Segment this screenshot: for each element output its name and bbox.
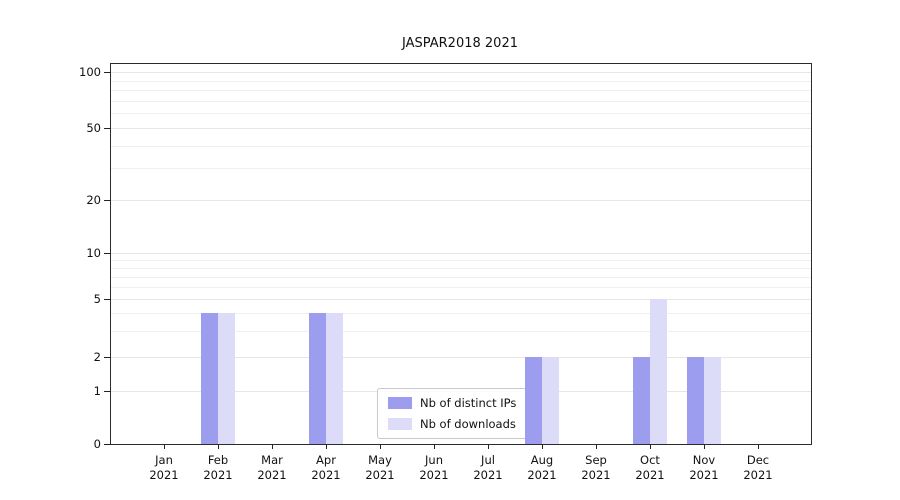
bar — [633, 357, 650, 444]
x-tick-mark — [218, 444, 219, 449]
y-tick-label: 10 — [86, 246, 101, 260]
bar — [650, 299, 667, 444]
bar — [525, 357, 542, 444]
bar — [201, 313, 218, 444]
x-tick-mark — [758, 444, 759, 449]
gridline — [111, 286, 811, 288]
y-tick-mark — [104, 128, 111, 129]
x-tick-label: Oct 2021 — [635, 453, 665, 482]
x-tick-label: Nov 2021 — [689, 453, 719, 482]
x-tick-label: Aug 2021 — [527, 453, 557, 482]
y-tick-label: 100 — [79, 65, 101, 79]
x-tick-mark — [488, 444, 489, 449]
legend: Nb of distinct IPs Nb of downloads — [377, 388, 528, 439]
x-tick-mark — [380, 444, 381, 449]
x-tick-mark — [650, 444, 651, 449]
x-tick-mark — [542, 444, 543, 449]
y-tick-label: 0 — [93, 437, 101, 451]
x-tick-label: Mar 2021 — [257, 453, 287, 482]
gridline — [111, 100, 811, 102]
x-tick-label: Dec 2021 — [743, 453, 773, 482]
bar — [326, 313, 343, 444]
gridline — [111, 113, 811, 115]
gridline — [111, 200, 811, 201]
x-tick-label: Apr 2021 — [311, 453, 341, 482]
x-tick-label: Sep 2021 — [581, 453, 611, 482]
gridline — [111, 80, 811, 82]
legend-swatch-distinct-ips — [388, 397, 412, 409]
x-tick-mark — [164, 444, 165, 449]
gridline — [111, 90, 811, 92]
legend-label-distinct-ips: Nb of distinct IPs — [420, 396, 517, 410]
x-tick-mark — [596, 444, 597, 449]
y-tick-mark — [104, 253, 111, 254]
chart-title: JASPAR2018 2021 — [402, 36, 518, 51]
gridline — [111, 168, 811, 170]
gridline — [111, 128, 811, 129]
bar — [218, 313, 235, 444]
gridline — [111, 313, 811, 315]
gridline — [111, 145, 811, 147]
bar — [542, 357, 559, 444]
gridline — [111, 253, 811, 254]
bar — [687, 357, 704, 444]
gridline — [111, 267, 811, 269]
y-tick-mark — [104, 200, 111, 201]
legend-swatch-downloads — [388, 418, 412, 430]
x-tick-label: Jun 2021 — [419, 453, 449, 482]
x-tick-mark — [704, 444, 705, 449]
bar — [309, 313, 326, 444]
gridline — [111, 259, 811, 261]
x-tick-label: Jul 2021 — [473, 453, 503, 482]
gridline — [111, 331, 811, 333]
bar — [704, 357, 721, 444]
x-tick-mark — [272, 444, 273, 449]
y-tick-label: 1 — [93, 384, 101, 398]
y-tick-mark — [104, 299, 111, 300]
y-tick-label: 20 — [86, 193, 101, 207]
gridline — [111, 357, 811, 358]
legend-item-distinct-ips: Nb of distinct IPs — [388, 396, 516, 410]
plot-area: Nb of distinct IPs Nb of downloads 0 1 2 5 1… — [79, 63, 812, 482]
legend-item-downloads: Nb of downloads — [388, 417, 516, 431]
y-tick-mark — [104, 357, 111, 358]
x-tick-label: Jan 2021 — [149, 453, 179, 482]
y-tick-mark — [104, 72, 111, 73]
gridline — [111, 299, 811, 300]
y-tick-label: 5 — [93, 292, 101, 306]
gridline — [111, 276, 811, 278]
gridline — [111, 72, 811, 73]
y-tick-label: 2 — [93, 350, 101, 364]
legend-label-downloads: Nb of downloads — [420, 417, 516, 431]
y-tick-mark — [104, 444, 111, 445]
x-tick-label: Feb 2021 — [203, 453, 233, 482]
x-tick-label: May 2021 — [365, 453, 395, 482]
y-tick-mark — [104, 391, 111, 392]
x-tick-mark — [326, 444, 327, 449]
y-tick-label: 50 — [86, 121, 101, 135]
x-tick-mark — [434, 444, 435, 449]
